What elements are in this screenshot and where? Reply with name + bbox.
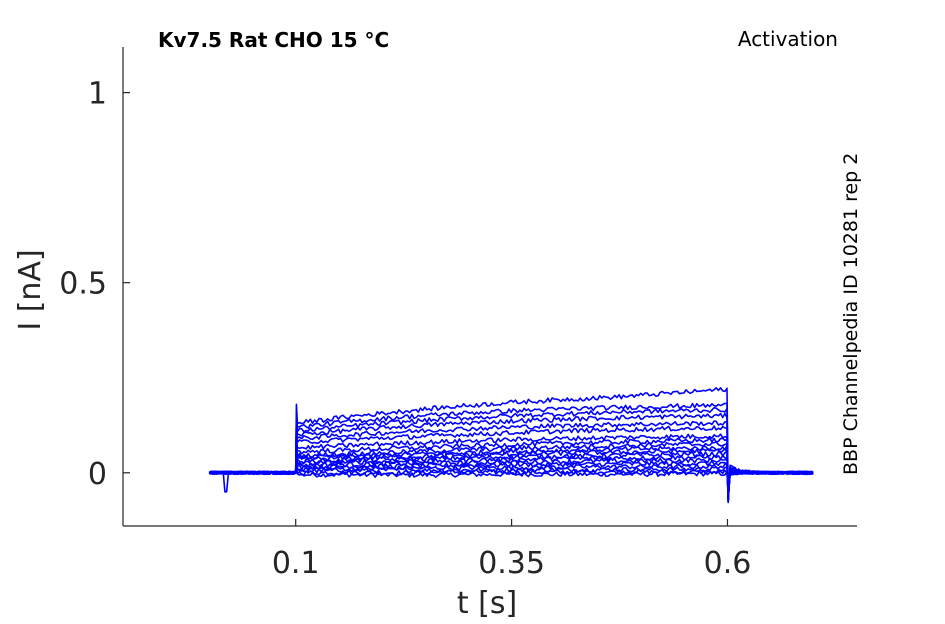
x-tick-label: 0.35 xyxy=(478,546,545,581)
chart-title: Kv7.5 Rat CHO 15 °C xyxy=(158,28,389,52)
x-tick-label: 0.6 xyxy=(704,546,752,581)
current-traces xyxy=(208,387,814,504)
x-tick-label: 0.1 xyxy=(272,546,320,581)
y-axis-ticks: 00.51 xyxy=(59,77,130,492)
channelpedia-id-label: BBP Channelpedia ID 10281 rep 2 xyxy=(840,153,862,475)
y-tick-label: 1 xyxy=(88,77,107,112)
y-tick-label: 0 xyxy=(88,457,107,492)
x-axis-ticks: 0.1 0.35 0.6 xyxy=(272,519,751,581)
y-tick-label: 0.5 xyxy=(59,267,107,302)
y-axis-label: I [nA] xyxy=(13,249,48,330)
current-trace-19 xyxy=(208,387,814,504)
x-axis-label: t [s] xyxy=(457,586,517,621)
protocol-label: Activation xyxy=(738,27,838,51)
